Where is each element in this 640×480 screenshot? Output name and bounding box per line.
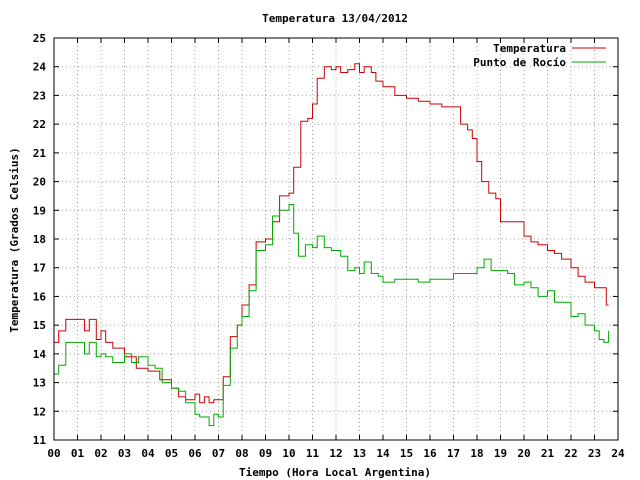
x-tick-label: 15 — [400, 447, 413, 460]
y-tick-label: 23 — [33, 89, 46, 102]
x-tick-label: 19 — [494, 447, 507, 460]
series-line-temperatura — [54, 63, 609, 404]
y-tick-label: 16 — [33, 290, 47, 303]
x-tick-label: 24 — [611, 447, 625, 460]
x-tick-label: 01 — [71, 447, 85, 460]
y-tick-labels: 11 12 13 14 15 16 17 18 19 20 21 22 23 24 25 — [33, 32, 47, 447]
y-tick-label: 22 — [33, 118, 46, 131]
x-tick-labels: 00 01 02 03 04 05 06 07 08 09 10 11 12 13 14 15 16 17 18 19… — [47, 447, 625, 460]
x-axis-label: Tiempo (Hora Local Argentina) — [239, 466, 431, 479]
x-tick-label: 03 — [118, 447, 131, 460]
legend-label-punto-de-rocio: Punto de Rocío — [473, 56, 566, 69]
x-tick-label: 17 — [447, 447, 460, 460]
y-tick-label: 24 — [33, 61, 47, 74]
y-axis-label: Temperatura (Grados Celsius) — [8, 147, 21, 332]
y-tick-label: 18 — [33, 233, 46, 246]
x-tick-label: 21 — [541, 447, 555, 460]
x-tick-label: 00 — [47, 447, 60, 460]
x-tick-label: 11 — [306, 447, 320, 460]
series-lines — [54, 63, 610, 427]
series-line-punto-de-rocio — [54, 204, 610, 427]
y-tick-label: 13 — [33, 377, 46, 390]
x-tick-label: 09 — [259, 447, 272, 460]
y-tick-label: 17 — [33, 262, 46, 275]
y-tick-label: 14 — [33, 348, 47, 361]
y-tick-label: 15 — [33, 319, 46, 332]
y-tick-label: 11 — [33, 434, 47, 447]
y-tick-label: 21 — [33, 147, 47, 160]
x-tick-label: 10 — [282, 447, 295, 460]
legend-label-temperatura: Temperatura — [493, 42, 566, 55]
x-tick-label: 22 — [564, 447, 577, 460]
plot-frame — [53, 37, 619, 441]
x-tick-label: 12 — [329, 447, 342, 460]
y-tick-label: 12 — [33, 405, 46, 418]
x-tick-label: 14 — [376, 447, 390, 460]
x-tick-label: 04 — [141, 447, 155, 460]
x-tick-label: 06 — [188, 447, 202, 460]
legend: Temperatura Punto de Rocío — [473, 42, 606, 69]
x-tick-label: 08 — [235, 447, 248, 460]
x-tick-label: 20 — [517, 447, 530, 460]
x-tick-label: 18 — [470, 447, 483, 460]
x-tick-label: 02 — [94, 447, 107, 460]
y-tick-label: 25 — [33, 32, 46, 45]
x-tick-label: 23 — [588, 447, 601, 460]
chart-title: Temperatura 13/04/2012 — [262, 12, 408, 25]
x-tick-label: 05 — [165, 447, 178, 460]
x-tick-label: 07 — [212, 447, 225, 460]
y-tick-label: 20 — [33, 176, 46, 189]
grid-lines — [54, 38, 618, 440]
x-tick-label: 13 — [353, 447, 366, 460]
y-tick-label: 19 — [33, 204, 46, 217]
x-tick-label: 16 — [423, 447, 437, 460]
